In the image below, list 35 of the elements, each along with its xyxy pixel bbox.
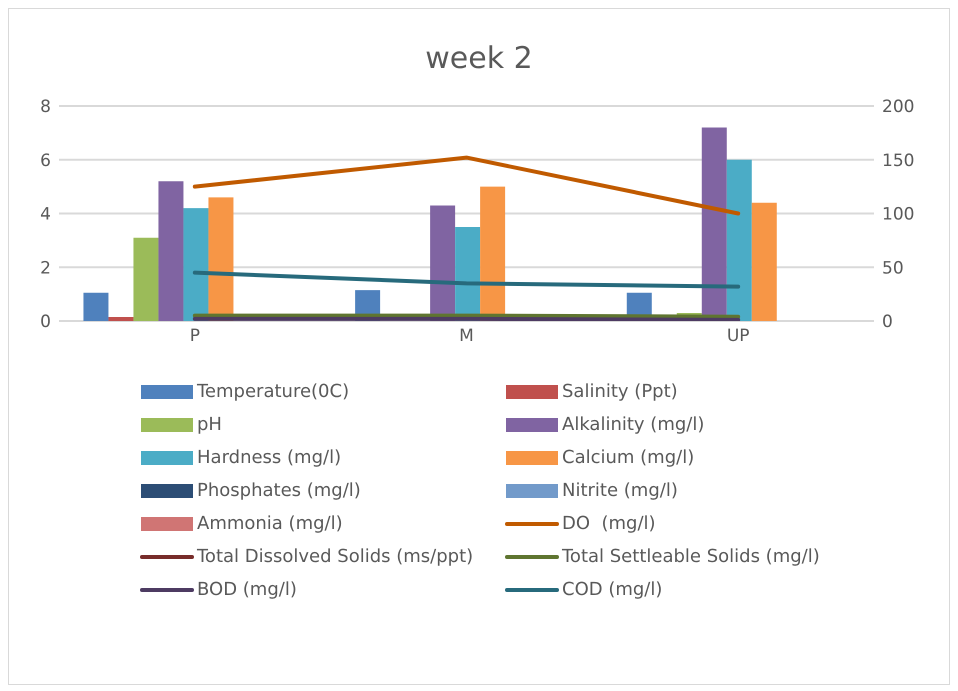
legend-label: Total Settleable Solids (mg/l) [562,546,820,567]
y2-tick-label: 150 [882,150,914,171]
legend-label: Alkalinity (mg/l) [562,414,704,435]
bar [108,316,134,321]
bar [83,292,108,321]
legend-label: Calcium (mg/l) [562,447,694,468]
bar [158,181,184,321]
x-tick-label: P [190,326,200,346]
y2-tick-label: 0 [882,312,893,332]
x-tick-label: UP [726,326,750,346]
y-tick-label: 2 [40,258,51,278]
legend-label: COD (mg/l) [562,579,662,600]
bar [183,208,208,321]
legend-label: Phosphates (mg/l) [197,480,361,501]
legend-label: Salinity (Ppt) [562,381,678,402]
y-tick-label: 4 [40,204,51,225]
y2-tick-label: 50 [882,258,904,278]
legend-label: Temperature(0C) [197,381,350,402]
y-tick-label: 6 [40,150,51,171]
legend-label: Nitrite (mg/l) [562,480,678,501]
y2-tick-label: 100 [882,204,914,225]
y2-tick-label: 200 [882,97,914,118]
legend-label: pH [197,414,222,435]
x-tick-label: M [459,326,474,346]
bar [133,238,158,321]
legend-label: BOD (mg/l) [197,579,297,600]
y-tick-label: 8 [40,97,51,118]
bar [752,202,777,321]
bar [726,160,752,321]
y-tick-label: 0 [40,312,51,332]
legend-label: DO (mg/l) [562,513,656,534]
legend-label: Total Dissolved Solids (ms/ppt) [197,546,474,567]
legend-label: Ammonia (mg/l) [197,513,343,534]
chart-title: week 2 [424,41,534,78]
legend-label: Hardness (mg/l) [197,447,342,468]
